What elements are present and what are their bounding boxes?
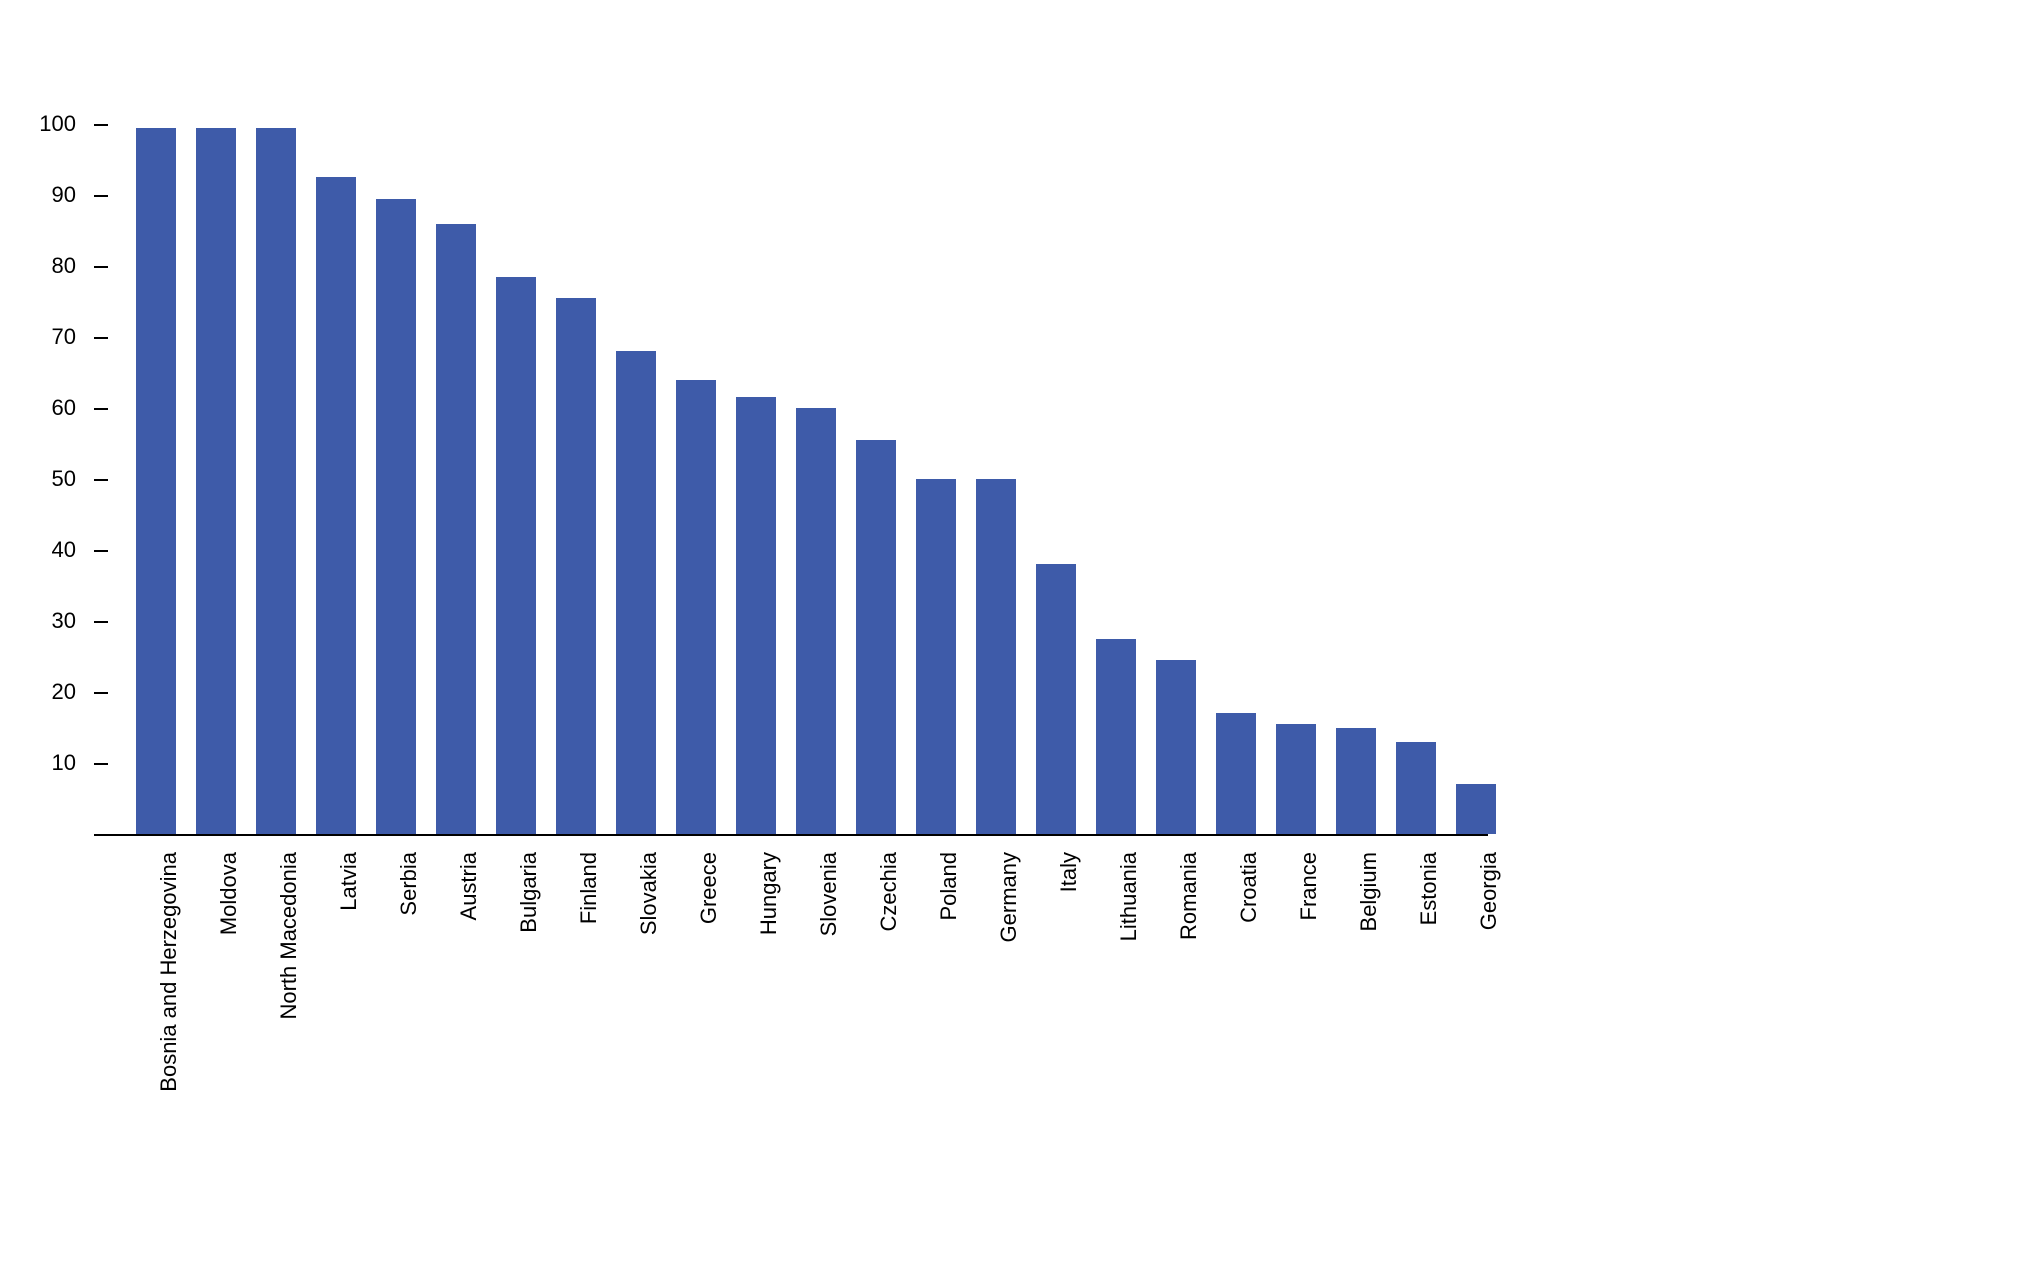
bar [196, 128, 236, 834]
y-tick-label: 90 [52, 182, 76, 208]
plot-area: 102030405060708090100Bosnia and Herzegov… [108, 110, 1488, 834]
bar [376, 199, 416, 834]
x-tick-label: Romania [1176, 852, 1202, 940]
bar [1336, 728, 1376, 834]
y-tick-label: 10 [52, 750, 76, 776]
bar [616, 351, 656, 834]
y-tick-label: 20 [52, 679, 76, 705]
bar [496, 277, 536, 834]
x-tick-label: Finland [576, 852, 602, 924]
y-tick-label: 100 [39, 111, 76, 137]
y-tick-label: 60 [52, 395, 76, 421]
bar [676, 380, 716, 834]
x-tick-label: Latvia [336, 852, 362, 911]
y-tick [94, 408, 108, 410]
y-tick [94, 266, 108, 268]
x-tick-label: North Macedonia [276, 852, 302, 1020]
x-tick-label: Estonia [1416, 852, 1442, 925]
x-tick-label: Hungary [756, 852, 782, 935]
bar [1216, 713, 1256, 834]
y-tick-label: 80 [52, 253, 76, 279]
bar [916, 479, 956, 834]
bar [796, 408, 836, 834]
y-tick [94, 692, 108, 694]
y-tick [94, 337, 108, 339]
x-tick-label: Moldova [216, 852, 242, 935]
x-tick-label: Poland [936, 852, 962, 921]
x-tick-label: Czechia [876, 852, 902, 931]
x-tick-label: Georgia [1476, 852, 1502, 930]
bar [736, 397, 776, 834]
bar [1456, 784, 1496, 834]
y-tick-label: 50 [52, 466, 76, 492]
y-tick-label: 70 [52, 324, 76, 350]
x-tick-label: Serbia [396, 852, 422, 916]
x-tick-label: Lithuania [1116, 852, 1142, 941]
y-tick [94, 550, 108, 552]
x-axis [94, 834, 1488, 836]
bar [976, 479, 1016, 834]
x-tick-label: Bosnia and Herzegovina [156, 852, 182, 1092]
bar-chart: 10 20 30 40 50 60 70 80 90 100 Bosnia and Herzegov… [0, 0, 2025, 1275]
y-tick-label: 30 [52, 608, 76, 634]
x-tick-label: Italy [1056, 852, 1082, 892]
y-tick [94, 195, 108, 197]
y-tick [94, 763, 108, 765]
bar [1156, 660, 1196, 834]
x-tick-label: France [1296, 852, 1322, 920]
y-tick [94, 621, 108, 623]
bar [1396, 742, 1436, 834]
bar [1276, 724, 1316, 834]
y-tick [94, 479, 108, 481]
bar [1096, 639, 1136, 834]
y-tick-label: 40 [52, 537, 76, 563]
bar [856, 440, 896, 834]
x-tick-label: Austria [456, 852, 482, 920]
bar [556, 298, 596, 834]
x-tick-label: Slovenia [816, 852, 842, 936]
bar [136, 128, 176, 834]
y-tick [94, 124, 108, 126]
x-tick-label: Germany [996, 852, 1022, 942]
bar [1036, 564, 1076, 834]
x-tick-label: Bulgaria [516, 852, 542, 933]
x-tick-label: Slovakia [636, 852, 662, 935]
bar [436, 224, 476, 834]
bar [256, 128, 296, 834]
x-tick-label: Greece [696, 852, 722, 924]
x-tick-label: Belgium [1356, 852, 1382, 931]
x-tick-label: Croatia [1236, 852, 1262, 923]
bar [316, 177, 356, 834]
